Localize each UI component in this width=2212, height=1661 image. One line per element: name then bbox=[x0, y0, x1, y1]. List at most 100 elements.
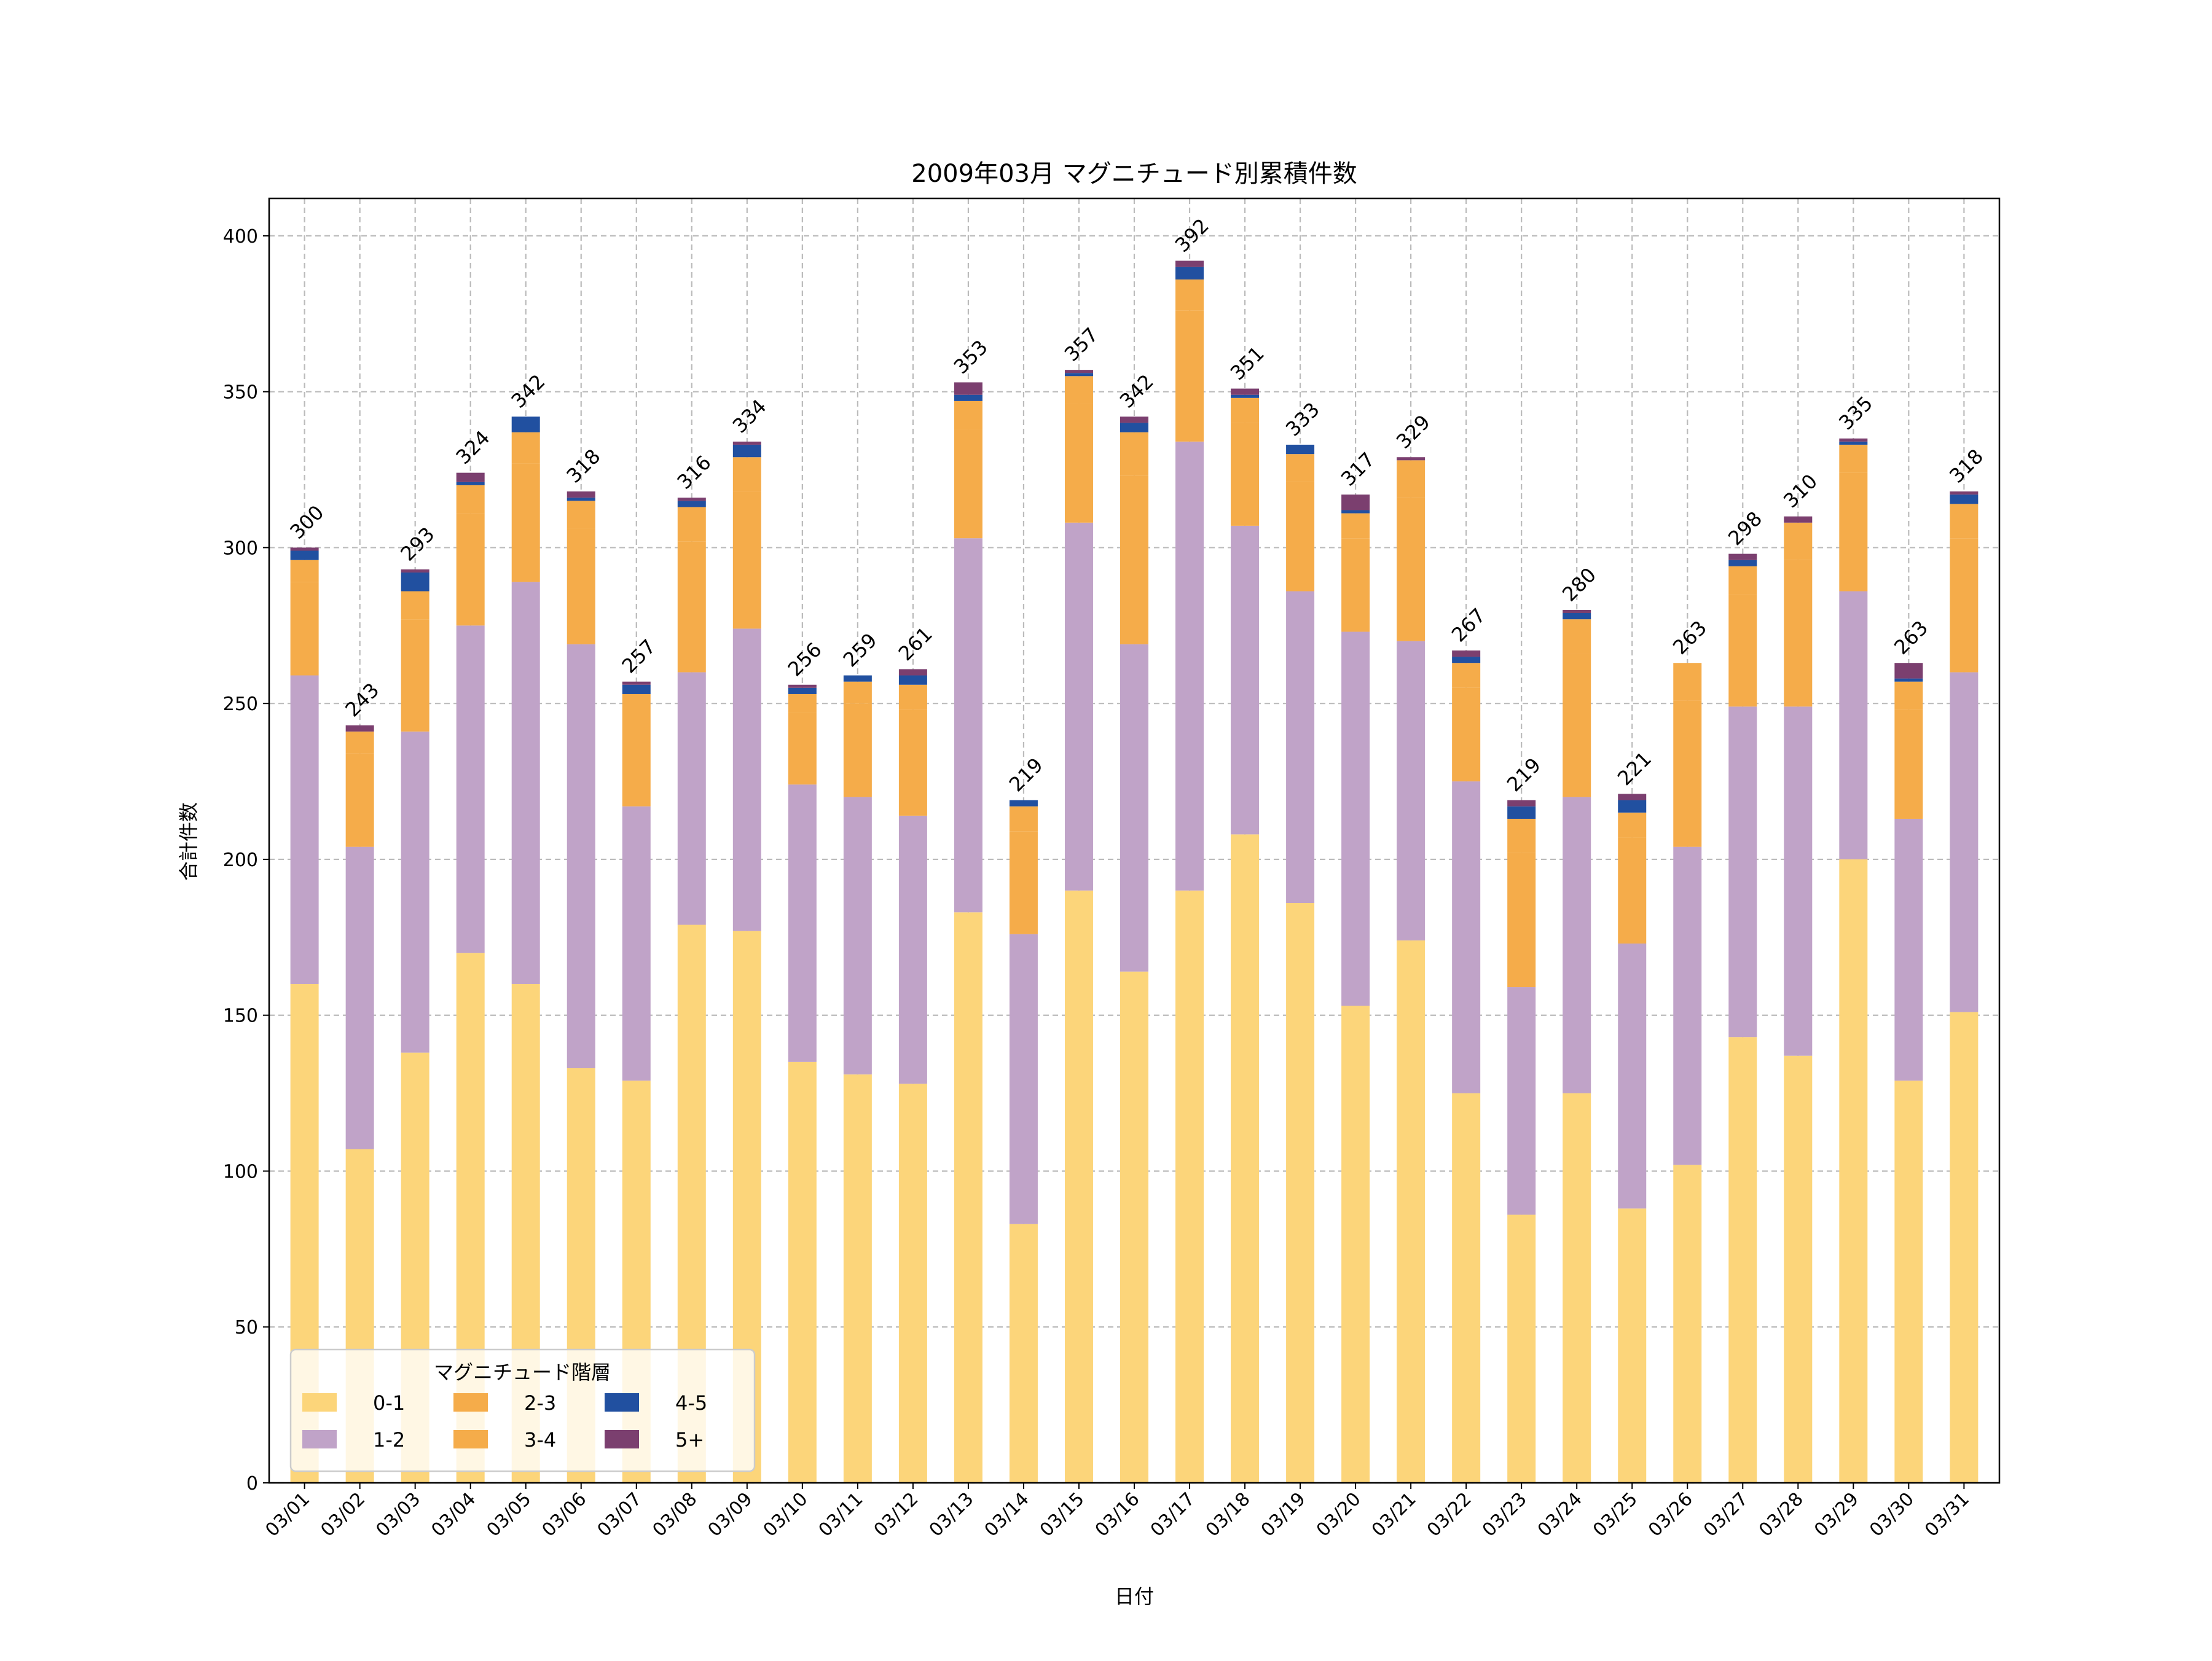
bar-segment-5+ bbox=[290, 547, 319, 551]
x-tick-label: 03/24 bbox=[1534, 1488, 1586, 1541]
bar-segment-2-3 bbox=[1839, 472, 1868, 592]
total-label: 221 bbox=[1613, 747, 1656, 790]
legend-swatch-4-5 bbox=[605, 1393, 639, 1412]
bar-segment-4-5 bbox=[1950, 494, 1979, 504]
bar-segment-1-2 bbox=[622, 806, 651, 1081]
bar-segment-3-4 bbox=[1728, 566, 1757, 595]
x-tick-label: 03/29 bbox=[1810, 1488, 1863, 1541]
bar-segment-3-4 bbox=[567, 501, 595, 529]
bar-segment-0-1 bbox=[954, 912, 982, 1483]
bar-segment-4-5 bbox=[788, 687, 817, 694]
total-label: 219 bbox=[1005, 753, 1048, 796]
bar-segment-2-3 bbox=[954, 429, 982, 539]
bar-segment-1-2 bbox=[677, 672, 706, 925]
x-tick-label: 03/16 bbox=[1091, 1488, 1144, 1541]
bar-segment-2-3 bbox=[1397, 498, 1426, 641]
bar-segment-3-4 bbox=[456, 485, 485, 514]
bar-segment-5+ bbox=[1507, 800, 1536, 807]
bar-segment-5+ bbox=[456, 472, 485, 482]
bar-segment-4-5 bbox=[1341, 510, 1370, 514]
bar-segment-1-2 bbox=[732, 628, 761, 931]
bar-segment-2-3 bbox=[290, 582, 319, 676]
total-label: 353 bbox=[949, 335, 992, 378]
bar-segment-4-5 bbox=[1728, 560, 1757, 566]
bar-segment-3-4 bbox=[843, 681, 872, 704]
x-tick-label: 03/15 bbox=[1036, 1488, 1089, 1541]
bar-segment-2-3 bbox=[1507, 853, 1536, 988]
bar-segment-3-4 bbox=[1784, 522, 1813, 560]
x-tick-label: 03/13 bbox=[925, 1488, 978, 1541]
bar-segment-4-5 bbox=[1175, 267, 1204, 279]
bar-segment-2-3 bbox=[1452, 687, 1481, 782]
bar-segment-4-5 bbox=[1009, 800, 1038, 807]
bar-segment-0-1 bbox=[1563, 1093, 1591, 1483]
bar-segment-4-5 bbox=[1286, 444, 1315, 455]
legend-swatch-3-4 bbox=[453, 1430, 488, 1448]
bar-segment-5+ bbox=[1175, 260, 1204, 267]
bar-segment-4-5 bbox=[1064, 373, 1093, 377]
x-tick-label: 03/14 bbox=[981, 1488, 1033, 1541]
total-label: 259 bbox=[839, 628, 882, 671]
bar-segment-0-1 bbox=[1894, 1081, 1923, 1483]
bar-segment-1-2 bbox=[1341, 631, 1370, 1006]
bar-segment-1-2 bbox=[1231, 525, 1260, 835]
legend-swatch-5+ bbox=[605, 1430, 639, 1448]
total-label: 298 bbox=[1724, 507, 1767, 550]
bar-segment-5+ bbox=[1341, 494, 1370, 510]
x-tick-label: 03/08 bbox=[649, 1488, 702, 1541]
bar-segment-5+ bbox=[788, 684, 817, 688]
bar-segment-2-3 bbox=[1286, 482, 1315, 592]
total-label: 256 bbox=[783, 638, 826, 681]
bar-segment-3-4 bbox=[1175, 279, 1204, 311]
total-label: 329 bbox=[1392, 410, 1435, 453]
total-label: 219 bbox=[1502, 753, 1545, 796]
bar-segment-0-1 bbox=[1009, 1224, 1038, 1483]
bar-segment-1-2 bbox=[290, 675, 319, 984]
bar-segment-5+ bbox=[1839, 438, 1868, 442]
bar-segment-3-4 bbox=[290, 560, 319, 582]
bar-segment-3-4 bbox=[1839, 444, 1868, 473]
bar-segment-5+ bbox=[1728, 553, 1757, 560]
x-tick-label: 03/01 bbox=[261, 1488, 314, 1541]
bars bbox=[290, 260, 1979, 1483]
total-label: 324 bbox=[451, 426, 494, 469]
legend-label-5+: 5+ bbox=[675, 1428, 704, 1452]
x-tick-label: 03/09 bbox=[704, 1488, 757, 1541]
bar-segment-2-3 bbox=[1064, 404, 1093, 523]
bar-segment-3-4 bbox=[1618, 812, 1647, 838]
total-label: 257 bbox=[618, 635, 661, 678]
bar-segment-1-2 bbox=[1286, 591, 1315, 904]
bar-segment-0-1 bbox=[1286, 903, 1315, 1483]
chart-title: 2009年03月 マグニチュード別累積件数 bbox=[911, 160, 1357, 188]
bar-segment-2-3 bbox=[1784, 560, 1813, 707]
bar-segment-5+ bbox=[1618, 794, 1647, 800]
bar-segment-4-5 bbox=[1563, 613, 1591, 620]
bar-segment-4-5 bbox=[511, 416, 540, 432]
total-label: 263 bbox=[1889, 616, 1932, 659]
bar-segment-4-5 bbox=[401, 573, 429, 592]
legend-label-4-5: 4-5 bbox=[675, 1391, 707, 1415]
bar-segment-3-4 bbox=[954, 401, 982, 429]
bar-segment-2-3 bbox=[677, 541, 706, 673]
bar-segment-1-2 bbox=[1839, 591, 1868, 859]
y-tick-label: 300 bbox=[223, 537, 258, 559]
bar-segment-5+ bbox=[1784, 516, 1813, 523]
x-tick-label: 03/19 bbox=[1257, 1488, 1310, 1541]
x-tick-label: 03/02 bbox=[316, 1488, 369, 1541]
bar-segment-4-5 bbox=[622, 684, 651, 694]
total-label: 357 bbox=[1060, 323, 1103, 366]
bar-segment-4-5 bbox=[567, 498, 595, 501]
bar-segment-4-5 bbox=[732, 444, 761, 458]
x-tick-label: 03/17 bbox=[1147, 1488, 1199, 1541]
bar-segment-3-4 bbox=[1009, 806, 1038, 832]
legend-swatch-0-1 bbox=[302, 1393, 337, 1412]
y-tick-label: 350 bbox=[223, 382, 258, 404]
bar-segment-0-1 bbox=[1507, 1214, 1536, 1483]
bar-segment-4-5 bbox=[954, 394, 982, 401]
bar-segment-2-3 bbox=[843, 703, 872, 797]
bar-segment-1-2 bbox=[1784, 706, 1813, 1056]
bar-segment-3-4 bbox=[511, 432, 540, 464]
x-tick-label: 03/25 bbox=[1589, 1488, 1642, 1541]
bar-segment-1-2 bbox=[456, 625, 485, 953]
bar-segment-3-4 bbox=[401, 591, 429, 620]
